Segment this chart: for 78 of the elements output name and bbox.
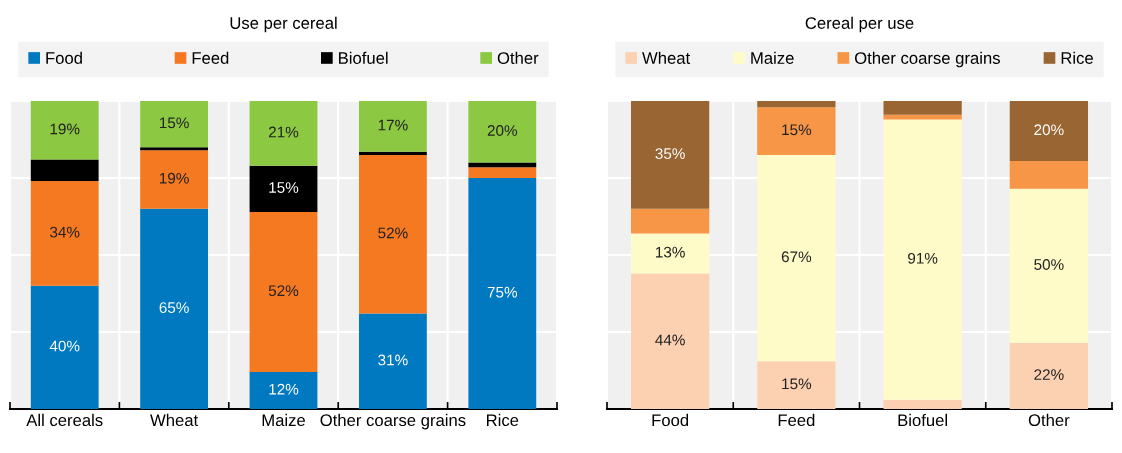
data-label: 44% (655, 334, 685, 346)
data-label: 17% (378, 119, 408, 131)
data-label: 19% (50, 123, 80, 135)
bar (630, 233, 710, 274)
data-label: 40% (49, 340, 80, 352)
bar (30, 181, 99, 286)
data-label: 50% (1034, 259, 1064, 270)
bar (630, 273, 710, 409)
data-label: 91% (908, 252, 938, 264)
bar (358, 101, 427, 152)
legend-label: Feed (192, 51, 229, 64)
bar (757, 154, 836, 362)
bar (30, 285, 99, 409)
bar (249, 211, 318, 373)
bar (883, 119, 962, 400)
bar (1009, 188, 1089, 343)
data-label: 19% (159, 172, 189, 184)
data-label: 15% (159, 117, 189, 129)
x-tick-label: Biofuel (898, 413, 947, 427)
data-label: 15% (269, 182, 299, 193)
bar (1009, 101, 1089, 162)
legend-label: Maize (751, 51, 794, 64)
bar (249, 372, 318, 409)
legend-label: Food (46, 51, 82, 64)
legend-label: Wheat (642, 51, 691, 64)
bar (358, 151, 427, 155)
bar (630, 101, 710, 209)
bar (30, 159, 99, 182)
data-label: 21% (268, 126, 299, 138)
bar (757, 361, 836, 409)
x-tick-label: Maize (262, 413, 305, 427)
data-label: 35% (655, 148, 685, 159)
bar (140, 150, 209, 209)
data-label: 31% (378, 354, 408, 366)
legend-label: Biofuel (339, 51, 388, 64)
x-tick-label: Other (1028, 413, 1070, 427)
bar (1009, 161, 1089, 189)
legend-label: Other coarse grains (854, 51, 1000, 68)
bar (1009, 342, 1089, 409)
bar (358, 154, 427, 314)
data-label: 67% (781, 251, 812, 263)
bar (883, 101, 962, 115)
chart-title: Use per cereal (230, 16, 337, 33)
bar (140, 208, 209, 409)
chart-title: Cereal per use (805, 16, 914, 33)
data-label: 13% (656, 246, 685, 258)
bar (468, 178, 537, 409)
data-label: 12% (269, 383, 299, 395)
data-label: 52% (268, 285, 299, 297)
legend-label: Rice (1061, 51, 1093, 64)
bar (757, 107, 836, 155)
x-tick-label: Wheat (150, 413, 199, 427)
data-label: 15% (782, 124, 812, 136)
x-tick-label: Food (652, 413, 689, 427)
x-tick-label: Other coarse grains (320, 413, 466, 430)
data-label: 20% (487, 125, 518, 136)
bar (883, 399, 962, 409)
bar (140, 147, 209, 151)
bar (468, 167, 537, 178)
data-label: 75% (487, 286, 518, 298)
bar (630, 208, 710, 234)
data-label: 34% (49, 226, 80, 238)
bar (249, 165, 318, 212)
bar (468, 101, 537, 163)
data-label: 52% (378, 227, 408, 239)
legend-label: Other (497, 51, 539, 64)
x-tick-label: All cereals (26, 413, 103, 427)
data-label: 65% (159, 302, 189, 313)
bar (30, 101, 99, 160)
data-label: 15% (782, 378, 812, 390)
data-label: 22% (1034, 369, 1064, 380)
bar (358, 313, 427, 409)
bar (140, 101, 209, 148)
data-label: 20% (1034, 124, 1064, 136)
x-tick-label: Feed (778, 413, 815, 427)
x-tick-label: Rice (487, 413, 519, 427)
bar (757, 101, 836, 108)
bar (249, 101, 318, 166)
